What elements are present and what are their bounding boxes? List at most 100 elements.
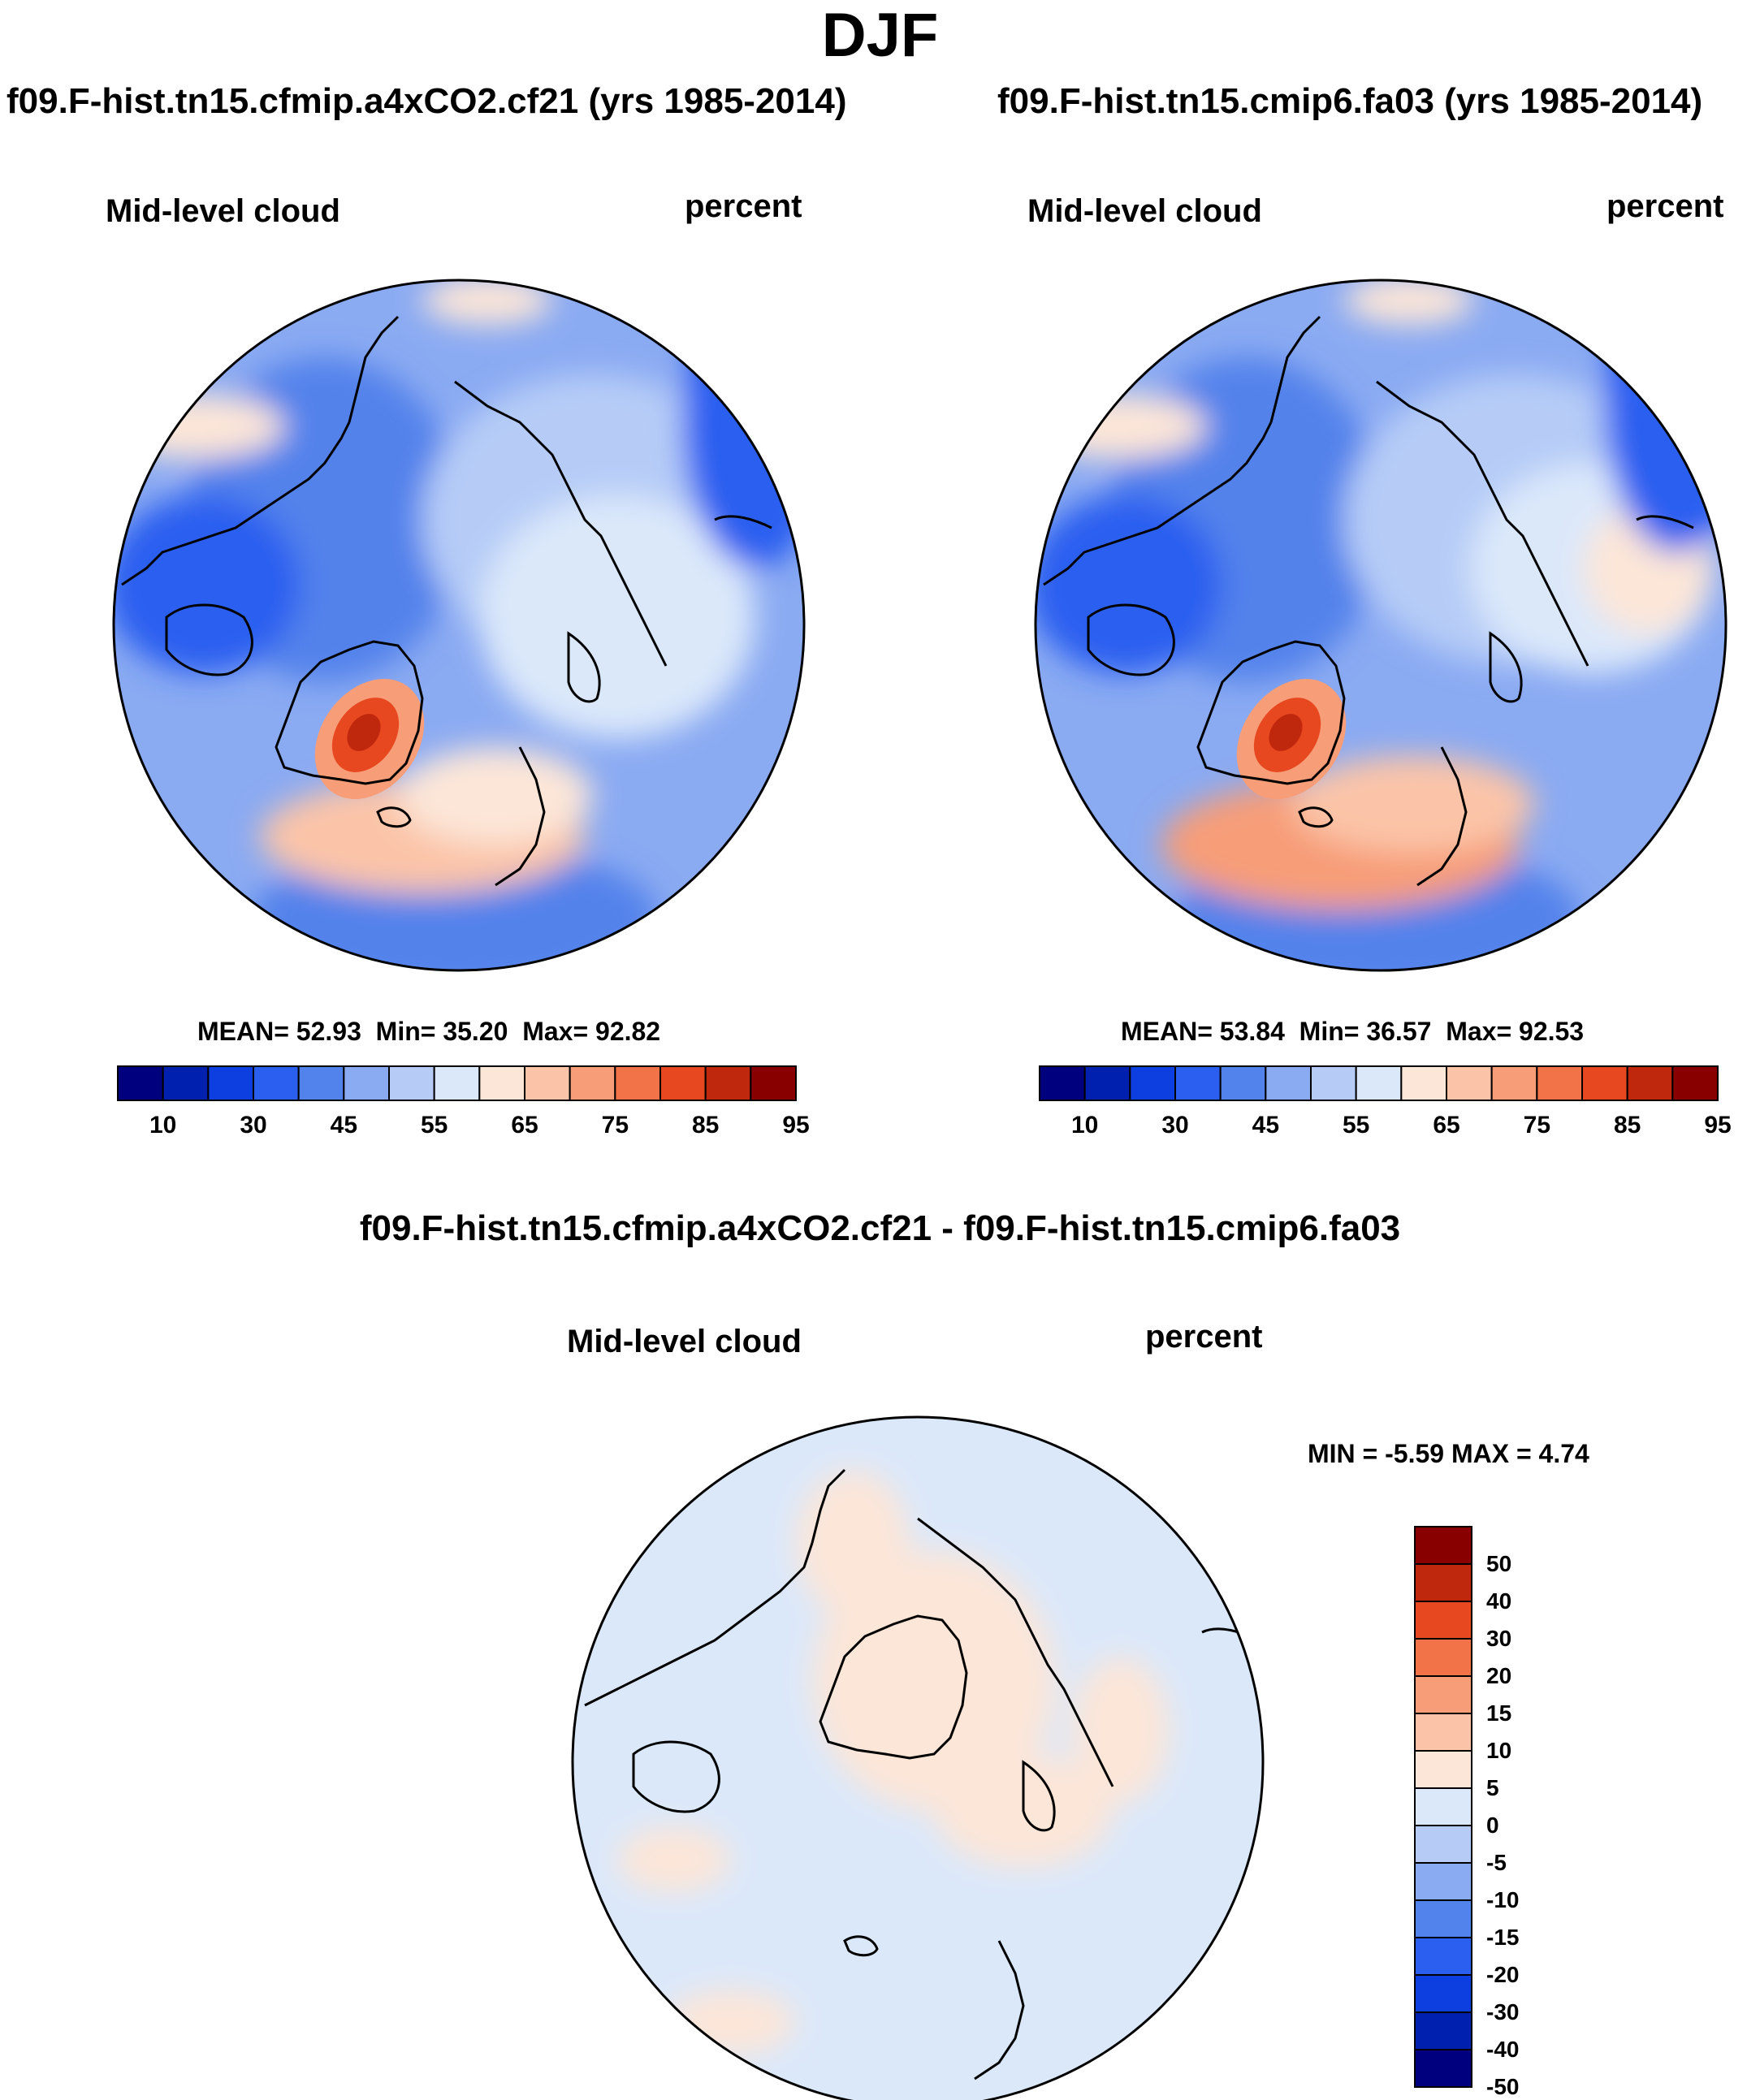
panel1-colorbar-box	[524, 1065, 571, 1101]
diff-colorbar-box	[1414, 2011, 1472, 2050]
diff-colorbar-tick-label: 40	[1486, 1588, 1512, 1614]
panel2-siberia-coast	[1376, 380, 1589, 667]
diff-arctic-positive	[812, 1551, 1056, 1811]
diff-south-positive	[666, 1990, 796, 2055]
panel1-colorbar-box	[253, 1065, 300, 1101]
panel2-canada-coast	[1043, 421, 1273, 586]
panel2-colorbar-tick-label: 65	[1433, 1112, 1460, 1139]
panel2-colorbar-tick-label: 75	[1523, 1112, 1551, 1139]
panel2-iceland-coast	[1298, 806, 1334, 828]
diff-colorbar-tick-label: -10	[1486, 1887, 1520, 1912]
diff-novaya-zemlya-coast	[1022, 1760, 1056, 1832]
panel1-max-value: 92.82	[595, 1017, 661, 1046]
panel2-stats: MEAN= 53.84 Min= 36.57 Max= 92.53	[1121, 1017, 1584, 1047]
diff-scandinavia-coast	[974, 1940, 1025, 2081]
panel1-colorbar-tick-label: 95	[782, 1112, 810, 1139]
panel1-mean-label: MEAN=	[197, 1017, 289, 1046]
panel1-stats: MEAN= 52.93 Min= 35.20 Max= 92.82	[197, 1017, 660, 1047]
panel1-pacific-east-field	[682, 280, 804, 568]
diff-colorbar-box	[1414, 1563, 1472, 1602]
panel2-scandinavia-coast	[1416, 746, 1468, 887]
panel2-colorbar-box	[1581, 1065, 1628, 1101]
panel1-colorbar-box	[569, 1065, 616, 1101]
panel1-colorbar-box	[297, 1065, 345, 1101]
panel1-atlantic-light	[398, 747, 593, 845]
panel1-coastlines	[121, 315, 772, 887]
panel2-map	[1034, 279, 1728, 972]
panel1-canada-coast	[121, 421, 351, 586]
diff-colorbar-tick-label: -20	[1486, 1962, 1520, 1987]
panel2-colorbar-tick-label: 85	[1613, 1112, 1641, 1139]
panel2-colorbar-box	[1355, 1065, 1403, 1101]
panel1-title: f09.F-hist.tn15.cfmip.a4xCO2.cf21 (yrs 1…	[6, 81, 847, 121]
panel1-colorbar-tick-label: 75	[601, 1112, 629, 1139]
panel1-colorbar-tick-label: 30	[240, 1112, 267, 1139]
panel1-colorbar-box	[659, 1065, 707, 1101]
panel1-arctic-light	[479, 495, 755, 739]
panel1-colorbar-tick-label: 85	[691, 1112, 720, 1139]
panel2-colorbar	[1039, 1065, 1719, 1101]
panel1-colorbar-tick-label: 55	[420, 1112, 448, 1139]
diff-colorbar-box	[1414, 1787, 1472, 1826]
panel1-colorbar-box	[478, 1065, 525, 1101]
diff-map	[571, 1415, 1265, 2100]
panel1-north-patch	[422, 280, 552, 325]
panel2-mean-value: 53.84	[1219, 1017, 1285, 1046]
panel1-units-label: percent	[685, 188, 802, 224]
diff-minmax: MIN = -5.59 MAX = 4.74	[1308, 1439, 1589, 1468]
diff-colorbar-tick-label: 15	[1486, 1700, 1512, 1726]
panel2-min-value: 36.57	[1366, 1017, 1432, 1046]
diff-colorbar-tick-label: -15	[1486, 1925, 1520, 1950]
panel2-colorbar-box	[1310, 1065, 1357, 1101]
diff-hudson-bay-coast	[632, 1740, 720, 1813]
diff-colorbar-box	[1414, 2049, 1472, 2088]
panel1-siberia-coast	[454, 380, 668, 667]
panel1-mean-value: 52.93	[296, 1017, 361, 1046]
panel2-greenland-peak	[1236, 678, 1347, 800]
panel2-colorbar-box	[1039, 1065, 1086, 1101]
panel2-colorbar-box	[1490, 1065, 1538, 1101]
panel1-iceland-coast	[376, 806, 412, 828]
panel2-greenland-90	[1269, 714, 1303, 751]
panel1-greenland-90	[347, 714, 381, 751]
diff-colorbar-box	[1414, 1862, 1472, 1901]
panel2-north-patch	[1344, 280, 1474, 325]
panel2-novaya-zemlya-coast	[1489, 631, 1523, 703]
panel1-colorbar-box	[750, 1065, 797, 1101]
panel1-colorbar-tick-label: 65	[511, 1112, 538, 1139]
panel2-hudson-bay-coast	[1087, 603, 1175, 676]
panel2-min-label: Min=	[1299, 1017, 1360, 1046]
diff-greenland-coast	[819, 1614, 968, 1760]
diff-colorbar-box	[1414, 1638, 1472, 1677]
panel2-colorbar-box	[1083, 1065, 1131, 1101]
diff-canada-coast	[584, 1542, 814, 1707]
diff-colorbar-box	[1414, 1974, 1472, 2013]
diff-colorbar-tick-label: 20	[1486, 1663, 1512, 1688]
panel2-atlantic-light	[1291, 755, 1535, 853]
diff-colorbar-tick-label: -50	[1486, 2074, 1520, 2099]
diff-colorbar-tick-label: -30	[1486, 1999, 1520, 2024]
diff-east-positive	[1072, 1657, 1170, 1803]
panel2-title: f09.F-hist.tn15.cmip6.fa03 (yrs 1985-201…	[997, 81, 1703, 121]
panel1-scandinavia-coast	[495, 746, 546, 887]
diff-alaska-coast	[811, 1468, 846, 1544]
diff-colorbar-tick-label: 30	[1486, 1626, 1512, 1651]
panel1-colorbar-box	[117, 1065, 164, 1101]
diff-colorbar-tick-label: 50	[1486, 1551, 1512, 1576]
panel2-map-border	[1034, 279, 1728, 972]
panel1-min-value: 35.20	[443, 1017, 508, 1046]
diff-iceland-coast	[843, 1935, 879, 1957]
panel2-colorbar-tick-label: 30	[1161, 1112, 1189, 1139]
panel2-greenland-coast	[1196, 640, 1346, 785]
panel2-colorbar-tick-label: 45	[1252, 1112, 1280, 1139]
panel1-novaya-zemlya-coast	[567, 631, 601, 703]
panel2-mean-label: MEAN=	[1121, 1017, 1213, 1046]
panel2-hudson-field	[1036, 495, 1222, 674]
panel1-hudson-field	[114, 495, 301, 674]
panel1-colorbar-tick-label: 10	[149, 1112, 177, 1139]
diff-colorbar-box	[1414, 1713, 1472, 1752]
panel1-colorbar	[117, 1065, 797, 1101]
panel1-map-border	[112, 279, 806, 972]
panel1-colorbar-box	[207, 1065, 255, 1101]
